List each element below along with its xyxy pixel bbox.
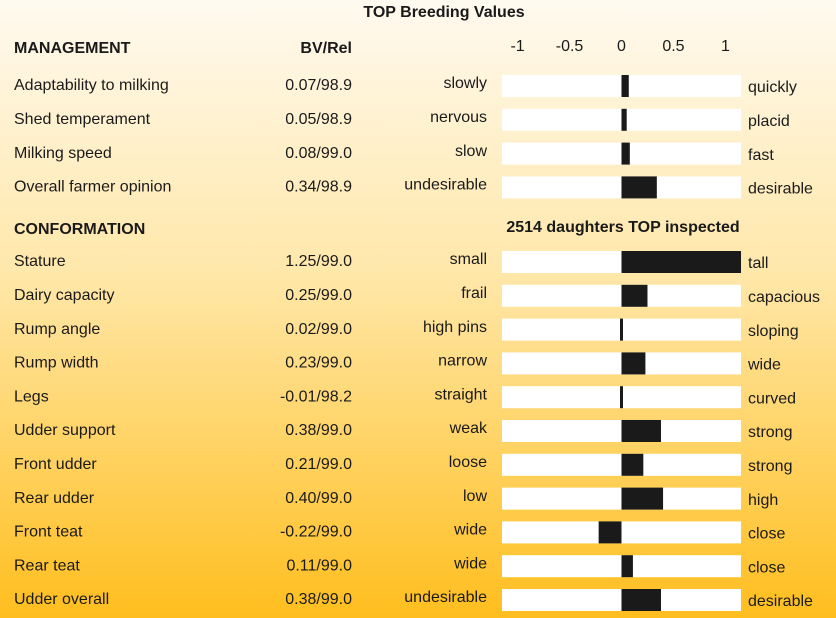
value-label: 0.38/99.0 <box>285 422 352 439</box>
x-tick-label: 0.5 <box>662 38 684 55</box>
high-label: capacious <box>748 289 820 306</box>
bar <box>621 176 657 199</box>
value-label: 0.08/99.0 <box>285 145 352 162</box>
category-label: Rear teat <box>14 557 80 574</box>
low-label: nervous <box>430 109 487 126</box>
value-label: 0.21/99.0 <box>285 456 352 473</box>
low-label: high pins <box>423 319 487 336</box>
bar <box>620 318 623 341</box>
value-label: -0.01/98.2 <box>280 388 352 405</box>
low-label: loose <box>449 454 487 471</box>
value-label: 0.38/99.0 <box>285 591 352 608</box>
high-label: quickly <box>748 79 797 96</box>
high-label: wide <box>747 357 781 374</box>
bar <box>621 487 664 510</box>
chart-title: TOP Breeding Values <box>363 4 524 21</box>
high-label: tall <box>748 255 768 272</box>
bar <box>621 142 630 165</box>
group-header: CONFORMATION <box>14 221 145 238</box>
high-label: desirable <box>748 593 813 610</box>
high-label: curved <box>748 390 796 407</box>
low-label: narrow <box>438 353 487 370</box>
value-label: 0.23/99.0 <box>285 355 352 372</box>
high-label: high <box>748 492 778 509</box>
bar <box>621 108 627 131</box>
bar-area <box>502 75 741 611</box>
low-label: undesirable <box>404 177 487 194</box>
bar <box>621 284 648 307</box>
category-label: Legs <box>14 388 49 405</box>
high-label: close <box>748 526 785 543</box>
low-label: wide <box>453 522 487 539</box>
value-label: 0.34/98.9 <box>285 179 352 196</box>
category-label: Milking speed <box>14 145 112 162</box>
bar <box>621 251 741 273</box>
category-label: Front teat <box>14 524 83 541</box>
low-label: low <box>463 488 487 505</box>
x-tick-label: 1 <box>721 38 730 55</box>
x-tick-label: 0 <box>617 38 626 55</box>
annotation: 2514 daughters TOP inspected <box>506 219 739 236</box>
category-label: Dairy capacity <box>14 287 114 304</box>
bar <box>621 420 661 442</box>
high-label: placid <box>748 113 790 130</box>
low-label: small <box>450 251 487 268</box>
high-label: close <box>748 559 785 576</box>
bar <box>621 75 629 97</box>
low-label: straight <box>435 386 488 403</box>
bar <box>621 589 661 611</box>
category-label: Rump angle <box>14 321 100 338</box>
x-tick-label: -1 <box>510 38 524 55</box>
category-label: Rump width <box>14 355 98 372</box>
category-label: Overall farmer opinion <box>14 179 171 196</box>
category-label: Rear udder <box>14 490 95 507</box>
column-header: BV/Rel <box>300 40 352 57</box>
high-label: desirable <box>748 181 813 198</box>
bar <box>598 521 622 544</box>
value-label: 0.07/98.9 <box>285 77 352 94</box>
high-label: strong <box>748 424 792 441</box>
high-label: fast <box>748 147 774 164</box>
value-label: 0.25/99.0 <box>285 287 352 304</box>
low-label: slowly <box>443 75 487 92</box>
high-label: strong <box>748 458 792 475</box>
category-label: Stature <box>14 253 66 270</box>
category-label: Udder support <box>14 422 116 439</box>
bar <box>621 352 646 375</box>
bar <box>620 386 623 409</box>
bar <box>621 453 644 476</box>
value-label: -0.22/99.0 <box>280 524 352 541</box>
low-label: wide <box>453 555 487 572</box>
category-label: Adaptability to milking <box>14 77 169 94</box>
low-label: weak <box>449 420 488 437</box>
high-label: sloping <box>748 323 799 340</box>
category-label: Udder overall <box>14 591 109 608</box>
value-label: 0.11/99.0 <box>286 557 352 574</box>
value-label: 0.05/98.9 <box>285 111 352 128</box>
value-label: 0.02/99.0 <box>285 321 352 338</box>
category-label: Front udder <box>14 456 97 473</box>
category-label: Shed temperament <box>14 111 151 128</box>
low-label: frail <box>461 285 487 302</box>
low-label: slow <box>455 143 487 160</box>
value-label: 0.40/99.0 <box>285 490 352 507</box>
value-label: 1.25/99.0 <box>285 253 352 270</box>
group-header: MANAGEMENT <box>14 40 131 57</box>
low-label: undesirable <box>404 589 487 606</box>
bar <box>621 555 633 578</box>
x-tick-label: -0.5 <box>556 38 584 55</box>
